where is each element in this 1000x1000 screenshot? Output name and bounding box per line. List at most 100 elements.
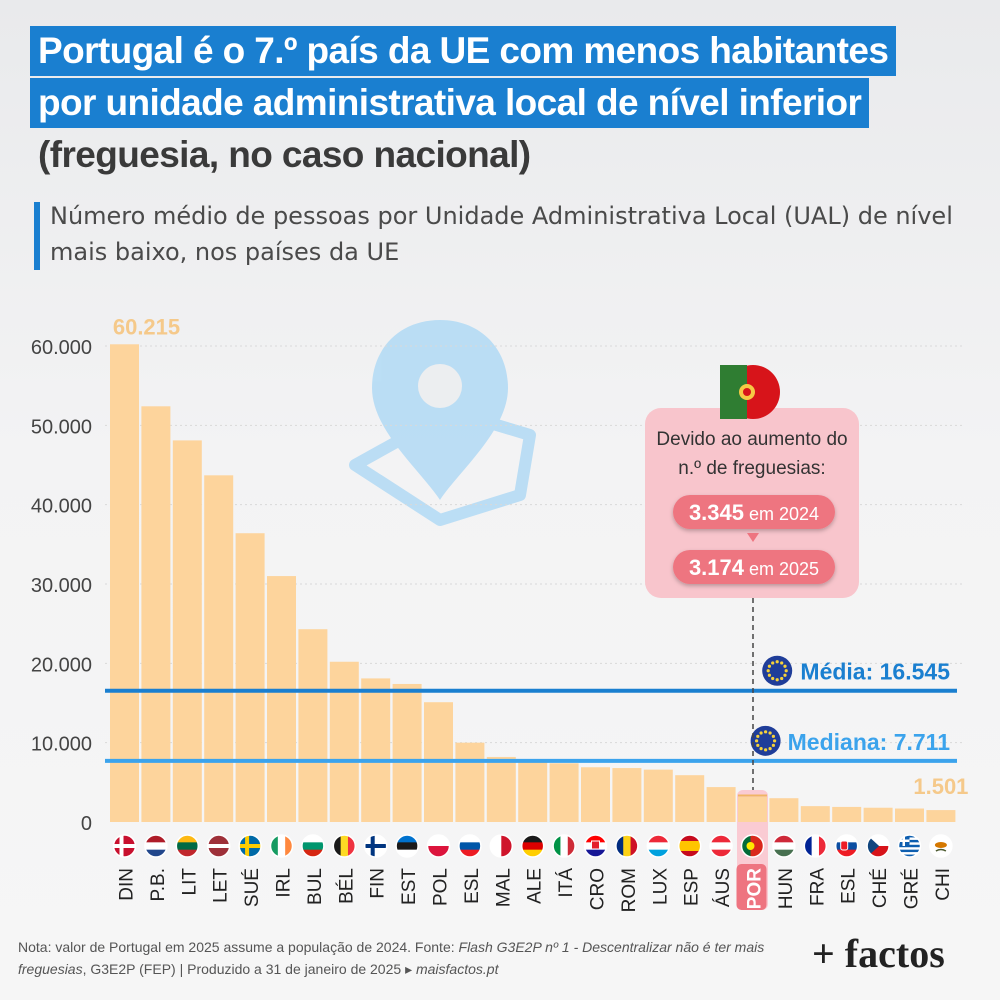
y-tick-label: 60.000 (31, 337, 92, 359)
callout-text-2: n.º de freguesias: (678, 458, 825, 479)
reference-label-text: Mediana: 7.711 (788, 729, 951, 755)
bar-bél (329, 661, 359, 822)
germany-flag-icon (520, 834, 545, 858)
category-label-rom: ROM (619, 868, 640, 912)
bar-gré (895, 808, 924, 822)
bar-cro (581, 767, 610, 822)
ireland-flag-icon (269, 834, 294, 858)
netherlands-flag-icon (144, 834, 168, 858)
category-label-irl: IRL (274, 868, 295, 898)
latvia-flag-icon (206, 834, 231, 858)
category-label-ché: CHÉ (870, 868, 891, 908)
y-tick-label: 40.000 (31, 496, 92, 518)
bar-sué (235, 533, 265, 822)
bar-por (738, 796, 767, 822)
bar-p.b. (141, 406, 171, 822)
y-tick-label: 30.000 (31, 575, 92, 597)
bar-fin (361, 678, 391, 822)
bar-mal (486, 756, 516, 822)
portugal-callout: Devido ao aumento do n.º de freguesias: … (645, 365, 859, 790)
category-label-lux: LUX (650, 868, 671, 905)
reference-label-1: Mediana: 7.711 (750, 725, 951, 756)
note-site: maisfactos.pt (415, 961, 499, 977)
pill-2024: 3.345 em 2024 (673, 495, 835, 529)
spain-flag-icon (677, 834, 702, 858)
note-text-2: , G3E2P (FEP) | Produzido a 31 de janeir… (82, 961, 406, 977)
arrow-icon: ▸ (405, 961, 413, 977)
bar-ale (518, 762, 548, 822)
title-line-2: por unidade administrativa local de níve… (30, 78, 870, 128)
bar-let (204, 475, 234, 822)
croatia-flag-icon (583, 834, 608, 858)
category-label-ale: ALE (525, 868, 546, 904)
bar-est (392, 683, 422, 822)
portugal-flag-icon (740, 834, 765, 858)
greece-flag-icon (897, 834, 922, 858)
bar-lux (643, 769, 673, 822)
reference-label-text: Média: 16.545 (800, 659, 950, 685)
y-tick-label: 20.000 (31, 654, 92, 676)
value-labels: 60.215 1.501 (113, 314, 969, 799)
svg-text:3.174 em 2025: 3.174 em 2025 (689, 555, 819, 580)
romania-flag-icon (615, 834, 639, 858)
category-label-áus: ÁUS (713, 868, 734, 907)
eu-flag-icon (762, 655, 793, 686)
value-label-last: 1.501 (913, 774, 968, 799)
down-arrow-icon (747, 533, 759, 542)
eu-flag-icon (750, 725, 781, 756)
finland-flag-icon (363, 834, 388, 858)
value-label-first: 60.215 (113, 314, 180, 339)
category-label-fra: FRA (807, 868, 828, 906)
bar-itá (549, 763, 579, 822)
category-label-mal: MAL (493, 868, 514, 907)
poland-flag-icon (426, 834, 451, 858)
category-label-esp: ESP (682, 868, 703, 906)
bar-rom (612, 768, 642, 822)
country-flags (112, 834, 953, 858)
category-label-est: EST (399, 868, 420, 905)
slovakia-flag-icon (834, 834, 859, 858)
bar-bul (298, 629, 328, 822)
y-tick-label: 10.000 (31, 734, 92, 756)
czechia-flag-icon (866, 834, 890, 858)
bar-din (110, 344, 139, 822)
lithuania-flag-icon (175, 834, 200, 858)
malta-flag-icon (489, 834, 514, 858)
bulgaria-flag-icon (301, 834, 325, 858)
slovenia-flag-icon (458, 834, 482, 858)
hungary-flag-icon (772, 834, 796, 858)
reference-lines: Média: 16.545 Mediana: 7.711 (105, 655, 957, 763)
bar-hun (769, 798, 799, 822)
estonia-flag-icon (395, 834, 419, 858)
x-axis: DIN P.B. LIT LET SUÉ IRL BUL BÉL FIN EST POL ESL MAL… (117, 864, 954, 912)
callout-text-1: Devido ao aumento do (656, 429, 847, 450)
reference-label-0: Média: 16.545 (762, 655, 950, 686)
title-line-3: (freguesia, no caso nacional) (38, 134, 531, 175)
category-label-gré: GRÉ (902, 868, 923, 909)
category-label-bul: BUL (305, 868, 326, 905)
category-label-hun: HUN (776, 868, 797, 909)
category-label-esl: ESL (839, 868, 860, 904)
category-label-bél: BÉL (336, 868, 357, 904)
category-label-por: POR (745, 868, 766, 909)
y-tick-label: 0 (81, 813, 92, 835)
italy-flag-icon (552, 834, 576, 858)
category-label-esl: ESL (462, 868, 483, 904)
category-label-din: DIN (117, 868, 138, 901)
subtitle-accent-bar (34, 202, 40, 270)
bar-esl (832, 806, 862, 822)
bar-chart: 0 10.000 20.000 30.000 40.000 50.000 60.000 Mé… (31, 314, 969, 912)
bar-áus (706, 787, 736, 822)
callout-portugal-flag (720, 365, 780, 419)
category-label-itá: ITÁ (556, 868, 577, 898)
pill-2025-value: 3.174 (689, 555, 745, 580)
pill-2025: 3.174 em 2025 (673, 550, 835, 584)
pill-2024-suffix: em 2024 (744, 504, 819, 524)
france-flag-icon (803, 834, 828, 858)
denmark-flag-icon (112, 834, 137, 858)
bar-irl (267, 576, 296, 822)
highlight-label-bg (736, 864, 767, 910)
svg-text:3.345 em 2024: 3.345 em 2024 (689, 500, 819, 525)
bar-lit (172, 440, 202, 822)
sweden-flag-icon (238, 834, 262, 858)
